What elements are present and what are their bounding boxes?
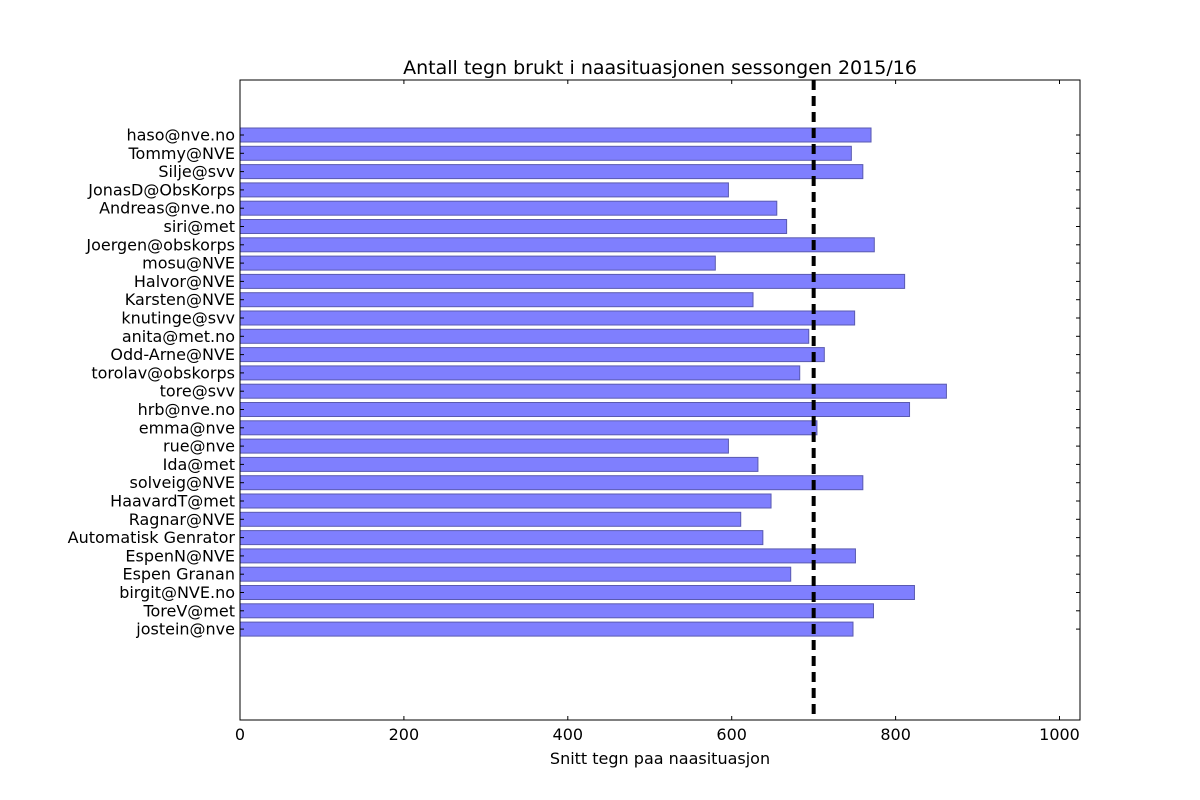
y-tick-label: Halvor@NVE [134,272,235,291]
x-tick-label: 1000 [1039,725,1080,744]
y-tick-label: Espen Granan [122,565,235,584]
y-tick-label: emma@nve [139,418,235,437]
bar [239,420,818,436]
y-tick-label: solveig@NVE [129,473,235,492]
bar [239,273,906,289]
plot-area-frame [239,79,1081,721]
bar [239,603,874,619]
bar [239,548,856,564]
y-tick-label: haso@nve.no [126,126,235,145]
y-tick-label: Ragnar@NVE [129,510,235,529]
bar [239,438,729,454]
bar [239,310,856,326]
bars-layer [239,127,947,637]
y-tick-label: Ida@met [163,455,235,474]
y-tick-label: Silje@svv [158,162,235,181]
bar [239,255,716,271]
y-tick-label: Joergen@obskorps [85,235,235,254]
y-tick-label: Andreas@nve.no [99,199,235,218]
bar [239,237,875,253]
y-tick-label: Automatisk Genrator [68,528,236,547]
y-tick-label: siri@met [163,217,235,236]
y-tick-label: knutinge@svv [121,309,235,328]
bar [239,621,854,637]
bar [239,127,872,143]
x-tick-label: 0 [235,725,245,744]
bar [239,475,864,491]
bar [239,566,792,582]
bar [239,219,788,234]
y-tick-label: HaavardT@met [110,492,235,511]
bar [239,456,759,472]
bar [239,511,742,527]
y-tick-label: tore@svv [160,382,235,401]
y-tick-label: hrb@nve.no [138,400,235,419]
x-tick-labels: 0 200 400 600 800 1000 [235,725,1080,744]
bar [239,365,801,381]
y-tick-label: ToreV@met [142,601,235,620]
bar [239,383,947,399]
y-tick-label: anita@met.no [122,327,235,346]
bar [239,402,911,417]
x-tick-label: 800 [880,725,911,744]
bar [239,292,754,308]
bar [239,182,729,198]
y-tick-label: Tommy@NVE [127,144,235,163]
y-tick-label: rue@nve [163,437,235,456]
y-tick-labels: haso@nve.noTommy@NVESilje@svvJonasD@ObsK… [68,126,236,639]
bar [239,164,864,180]
bar [239,328,810,344]
x-tick-label: 600 [716,725,747,744]
bar [239,200,778,216]
x-axis-label: Snitt tegn paa naasituasjon [550,749,770,768]
x-tick-label: 200 [389,725,420,744]
y-tick-label: mosu@NVE [142,254,235,273]
bar [239,493,772,509]
y-tick-label: jostein@nve [135,620,235,639]
chart-title: Antall tegn brukt i naasituasjonen sesso… [403,57,917,79]
y-tick-label: birgit@NVE.no [119,583,235,602]
bar [239,530,764,546]
bar [239,145,852,161]
ticks-layer [239,80,1080,720]
y-tick-label: Odd-Arne@NVE [110,345,235,364]
y-tick-label: Karsten@NVE [125,290,235,309]
y-tick-label: JonasD@ObsKorps [87,180,235,199]
y-tick-label: EspenN@NVE [125,546,235,565]
bar [239,347,825,363]
x-tick-label: 400 [553,725,584,744]
y-tick-label: torolav@obskorps [91,363,235,382]
